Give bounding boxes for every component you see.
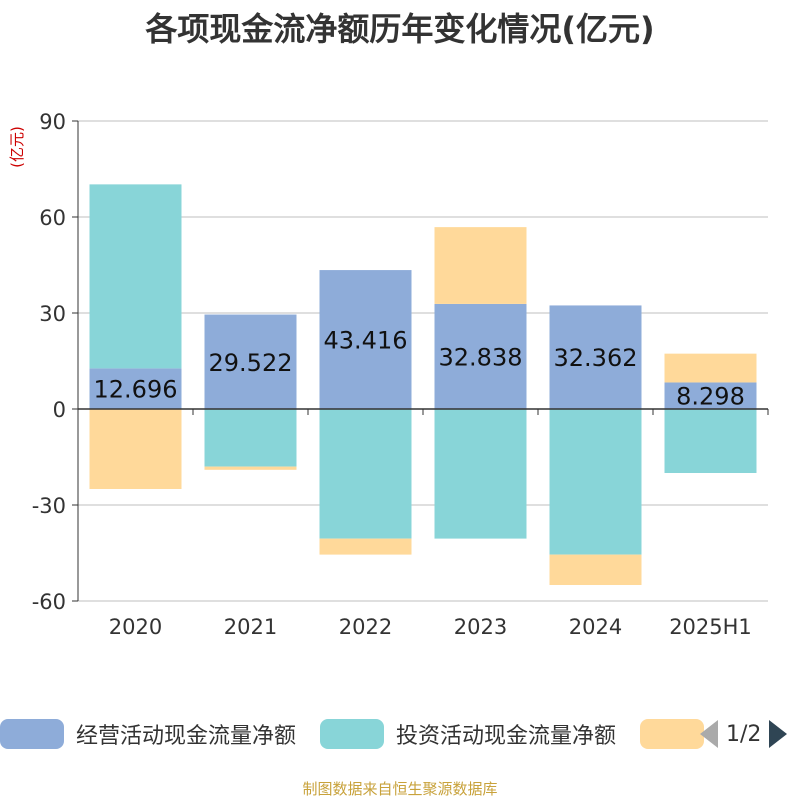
bar-segment[interactable]	[204, 409, 297, 467]
bar-segment[interactable]	[434, 409, 527, 539]
bar-segment[interactable]	[89, 409, 182, 489]
bar-segment[interactable]	[204, 314, 297, 409]
data-labels: 12.696 29.522 43.416 32.838 32.362 8.298	[94, 327, 745, 411]
source-footer: 制图数据来自恒生聚源数据库	[302, 780, 498, 798]
data-label: 8.298	[676, 383, 745, 411]
x-tick-label: 2021	[224, 615, 277, 639]
bar-segment[interactable]	[89, 368, 182, 409]
x-tick-label: 2024	[569, 615, 622, 639]
bar-segment[interactable]	[664, 353, 757, 383]
legend-page-indicator: 1/2	[726, 721, 762, 747]
axes: 90 60 30 0 -30 -60 2020 2021 2022 2023 2024 2025H1	[32, 110, 769, 639]
x-tick-label: 2025H1	[669, 615, 752, 639]
data-label: 32.838	[439, 343, 523, 371]
y-tick-label: 30	[39, 302, 66, 326]
x-tick-label: 2023	[454, 615, 507, 639]
x-tick-label: 2020	[109, 615, 162, 639]
legend-prev-arrow-icon[interactable]	[700, 720, 718, 748]
bar-segment[interactable]	[549, 409, 642, 555]
bar-segment[interactable]	[549, 554, 642, 585]
legend-swatch-financing	[640, 719, 704, 749]
legend-next-arrow-icon[interactable]	[769, 720, 788, 748]
legend-item-operating[interactable]: 经营活动现金流量净额	[0, 716, 296, 752]
y-tick-label: -60	[32, 590, 66, 614]
data-label: 43.416	[324, 327, 408, 355]
bar-segment[interactable]	[319, 409, 412, 539]
data-label: 32.362	[554, 344, 638, 372]
bar-segment[interactable]	[434, 227, 527, 304]
legend-pager: 1/2	[700, 716, 788, 752]
bar-segment[interactable]	[434, 303, 527, 409]
legend-swatch-investing	[320, 719, 384, 749]
grid-lines	[78, 120, 768, 602]
bar-segment[interactable]	[319, 538, 412, 555]
legend: 经营活动现金流量净额 投资活动现金流量净额 1/2	[0, 716, 800, 756]
y-tick-label: 60	[39, 206, 66, 230]
bar-segment[interactable]	[204, 466, 297, 470]
data-label: 29.522	[209, 349, 293, 377]
y-tick-label: 0	[53, 398, 66, 422]
legend-item-financing[interactable]	[640, 716, 704, 752]
bar-segment[interactable]	[319, 270, 412, 409]
y-axis-label: (亿元)	[8, 126, 26, 168]
bars	[89, 184, 757, 585]
data-label: 12.696	[94, 376, 178, 404]
y-tick-label: -30	[32, 494, 66, 518]
legend-label-investing: 投资活动现金流量净额	[396, 724, 617, 749]
bar-segment[interactable]	[89, 184, 182, 369]
legend-swatch-operating	[0, 719, 64, 749]
legend-item-investing[interactable]: 投资活动现金流量净额	[320, 716, 616, 752]
legend-label-operating: 经营活动现金流量净额	[76, 724, 297, 749]
y-tick-label: 90	[39, 110, 66, 134]
bar-segment[interactable]	[664, 382, 757, 409]
x-tick-label: 2022	[339, 615, 392, 639]
bar-segment[interactable]	[549, 305, 642, 409]
bar-segment[interactable]	[664, 409, 757, 473]
chart-title: 各项现金流净额历年变化情况(亿元)	[145, 10, 655, 48]
